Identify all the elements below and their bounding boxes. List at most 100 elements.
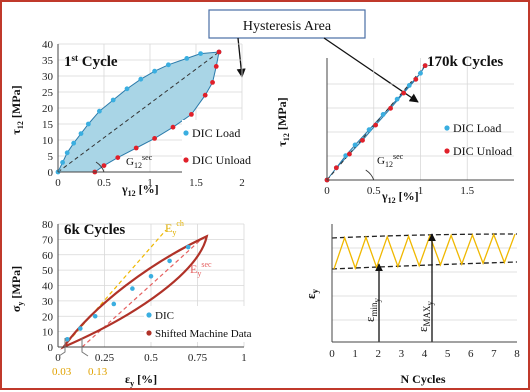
unload-point [210,80,215,85]
load-point [71,140,77,146]
y-tick-label: 20 [42,103,54,115]
offset-bracket-003 [58,338,66,357]
y-axis-label: τ12 [MPa] [9,85,25,134]
legend-marker-load [183,130,189,136]
unload-point [388,105,393,111]
secant-modulus-label: Eysec [190,260,212,278]
y-tick-label: 60 [42,250,54,262]
offset-markers: 0.03 0.13 [52,338,108,378]
lower-envelope [331,261,518,270]
x-tick-label: 5 [445,348,451,360]
x-axis-label: γ12 [%] [121,182,159,198]
y-tick-label: 0 [48,342,54,354]
secant-line [57,51,220,173]
legend-load-label: DIC Load [453,121,501,135]
x-tick-label: 2 [239,177,245,189]
load-point [184,56,190,61]
legend-box [182,120,258,174]
callout-box [208,9,366,39]
y-tick-label: 25 [42,87,54,99]
y-tick-label: 20 [42,311,54,323]
chord-modulus-label: Eych [165,219,184,237]
dic-point [167,258,172,264]
x-axis-label: γ12 [%] [381,189,419,205]
load-point [152,68,158,74]
x-axis-label: εy [%] [125,372,157,388]
load-point [60,160,65,165]
unload-point [101,163,107,169]
load-point [138,76,144,82]
tick-labels: 0 0.5 1 1.5 [324,185,474,197]
data-points [65,244,191,342]
x-tick-label: 4 [422,348,428,360]
legend-marker-load [444,125,450,131]
legend-dic-label: DIC [155,310,174,322]
hysteresis-callout: Hysteresis Area [208,9,419,103]
y-tick-label: 10 [42,327,54,339]
legend: DIC Shifted Machine Data [144,306,280,342]
unload-point [422,63,428,69]
load-point [380,112,386,117]
unload-point [189,112,194,117]
grid [327,58,514,180]
dic-point [130,286,135,291]
y-tick-label: 30 [42,71,54,83]
dic-point [111,301,117,307]
load-point [64,150,70,156]
y-tick-label: 10 [42,135,54,147]
load-point [198,51,204,56]
x-tick-label: 0.5 [97,177,111,189]
load-point [78,131,84,137]
secant-modulus-label: G12sec [377,152,404,169]
secant-angle-arc [365,169,375,181]
offset-label-003: 0.03 [52,366,72,378]
unload-point [133,145,139,151]
x-tick-label: 0.5 [144,352,158,364]
unload-point [115,155,121,161]
panel-170k-cycles: 0 0.5 1 1.5 170k Cycles G12sec γ12 [%] τ12 … [275,54,514,205]
legend-unload-label: DIC Unload [192,153,251,167]
x-tick-label: 0.75 [188,352,208,364]
legend-unload-label: DIC Unload [453,144,512,158]
unload-point [413,76,419,82]
chord-modulus-line [63,229,167,348]
strain-signal [333,232,516,271]
dic-point [65,337,70,342]
unload-point [152,136,158,141]
x-tick-label: 1 [352,348,358,360]
data-points [324,63,428,183]
x-tick-label: 2 [376,348,382,360]
load-point [85,121,91,127]
offset-label-013: 0.13 [88,366,108,378]
load-point [352,142,358,148]
panel-title: 6k Cycles [64,222,125,238]
x-tick-label: 1 [241,352,247,364]
legend-marker-dic [146,312,152,318]
unload-point [360,137,365,143]
x-tick-label: 1.5 [460,185,474,197]
unload-point [347,151,352,157]
load-point [110,97,116,103]
callout-arrow-left [236,37,246,78]
legend: DIC Load DIC Unload [182,120,258,174]
legend-marker-unload [183,157,189,163]
load-point [394,96,400,102]
callout-label: Hysteresis Area [243,19,332,34]
panel-title: 1st Cycle [64,53,118,70]
unload-point [202,92,208,98]
load-point [418,70,423,76]
load-point [343,153,349,159]
title-superscript: st [72,53,79,63]
data-points [55,49,222,175]
upper-envelope [331,233,518,239]
y-axis-label: εy [303,288,320,299]
dic-point [185,244,191,250]
y-tick-label: 0 [48,167,54,179]
legend-shifted-label: Shifted Machine Data [155,328,252,340]
x-tick-label: 1 [418,185,424,197]
unload-point [213,64,219,69]
